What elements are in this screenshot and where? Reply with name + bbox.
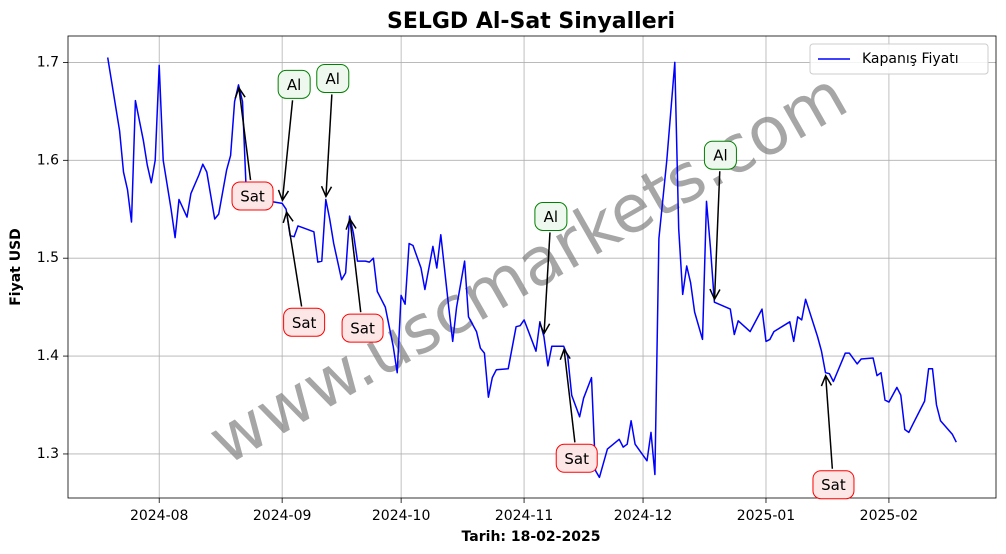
- signal-box: [341, 313, 384, 343]
- plot-frame: [67, 35, 997, 499]
- x-tick-label: 2024-12: [614, 508, 673, 524]
- x-axis-label: Tarih: 18-02-2025: [462, 529, 601, 545]
- x-tick-label: 2025-01: [737, 508, 796, 524]
- signal-box: [555, 443, 598, 473]
- signal-arrow: [281, 100, 294, 201]
- legend-label: Kapanış Fiyatı: [862, 51, 959, 67]
- signal-box: [316, 63, 350, 93]
- signal-arrow: [238, 87, 252, 181]
- y-tick-label: 1.5: [37, 250, 59, 266]
- signal-box: [534, 201, 568, 231]
- signal-arrow: [285, 212, 303, 307]
- signal-label: Al: [326, 70, 340, 88]
- signal-box: [812, 470, 855, 500]
- signal-box: [277, 69, 311, 99]
- arrow-head: [345, 217, 357, 230]
- y-tick-label: 1.4: [37, 348, 59, 364]
- signal-arrow: [713, 171, 721, 300]
- arrow-head: [282, 210, 294, 224]
- arrow-head: [559, 347, 571, 361]
- x-tick-label: 2024-11: [495, 508, 554, 524]
- signal-label: Sat: [240, 187, 265, 205]
- arrow-head: [277, 189, 290, 203]
- signal-arrow: [824, 375, 834, 469]
- legend-box: [809, 43, 989, 75]
- chart-title: SELGD Al-Sat Sinyalleri: [387, 9, 675, 34]
- signal-box: [703, 140, 737, 170]
- arrow-head: [320, 185, 333, 199]
- y-axis-label: Fiyat USD: [8, 228, 24, 306]
- signal-label: Al: [713, 147, 727, 165]
- arrow-head: [538, 322, 551, 336]
- signal-box: [283, 307, 326, 337]
- signal-label: Sat: [292, 314, 317, 332]
- signal-label: Al: [544, 208, 558, 226]
- signal-arrow: [543, 232, 551, 334]
- x-tick-label: 2024-08: [130, 508, 189, 524]
- y-tick-label: 1.6: [37, 152, 59, 168]
- x-tick-label: 2024-10: [372, 508, 431, 524]
- x-tick-label: 2025-02: [860, 508, 919, 524]
- signal-label: Sat: [821, 476, 846, 494]
- x-tick-label: 2024-09: [253, 508, 312, 524]
- arrow-head: [234, 86, 246, 99]
- arrow-head: [820, 374, 833, 387]
- y-tick-label: 1.7: [37, 54, 59, 70]
- signal-label: Sat: [350, 320, 375, 338]
- y-tick-label: 1.3: [37, 446, 59, 462]
- signal-box: [231, 181, 274, 211]
- signal-arrow: [563, 349, 576, 443]
- plot-layer: [68, 36, 996, 498]
- signal-label: Al: [287, 76, 301, 94]
- signal-label: Sat: [564, 450, 589, 468]
- arrow-head: [709, 288, 721, 301]
- signal-arrow: [325, 94, 333, 197]
- signal-arrow: [349, 218, 362, 313]
